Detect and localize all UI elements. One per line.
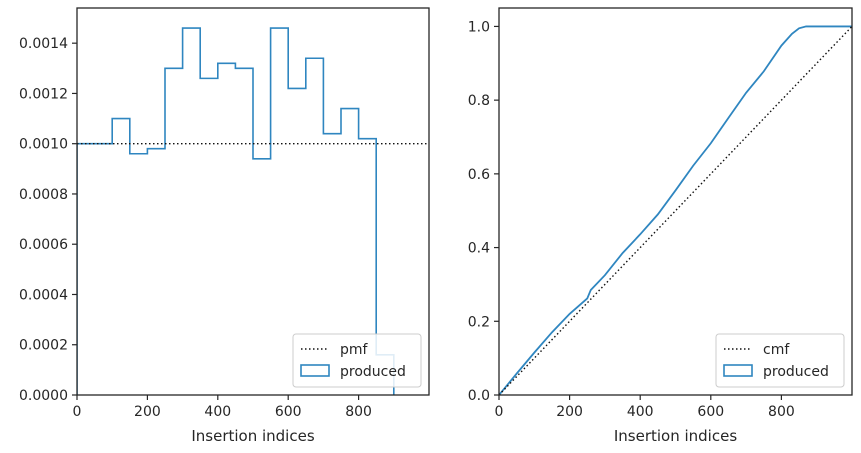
legend: pmf produced <box>292 333 422 388</box>
x-tick-label: 800 <box>345 404 372 420</box>
y-tick-label: 0.0012 <box>19 86 68 102</box>
cmf-line <box>499 25 852 395</box>
y-tick-label: 0.2 <box>468 314 490 330</box>
legend-box <box>292 333 422 388</box>
x-axis-label: Insertion indices <box>191 427 314 445</box>
y-tick-label: 0.0 <box>468 388 490 404</box>
legend-label-reference: pmf <box>340 342 369 358</box>
plot-area <box>499 25 852 395</box>
y-tick-label: 0.0014 <box>19 36 68 52</box>
chart-panel-2: 0 200 400 600 800 0.0 0.2 0.4 0.6 0.8 1.0 Insertion… <box>468 7 853 445</box>
y-tick-label: 0.0002 <box>19 338 68 354</box>
plot-area <box>77 27 429 395</box>
cumulative-line-produced <box>499 25 852 395</box>
y-tick-label: 0.0006 <box>19 237 68 253</box>
legend-swatch-produced <box>723 364 753 377</box>
axes-frame <box>498 7 853 396</box>
y-tick-label: 0.6 <box>468 167 490 183</box>
y-tick-label: 0.0010 <box>19 137 68 153</box>
y-tick-label: 0.0004 <box>19 287 68 303</box>
x-tick-label: 800 <box>768 404 795 420</box>
legend-label-produced: produced <box>763 364 829 380</box>
legend-swatch-produced <box>300 364 330 377</box>
x-tick-label: 200 <box>556 404 583 420</box>
x-tick-label: 400 <box>627 404 654 420</box>
x-tick-label: 600 <box>275 404 302 420</box>
y-tick-label: 0.4 <box>468 241 490 257</box>
chart-panel-1: 0 200 400 600 800 0.0000 0.0002 0.0004 0.0006 0.0… <box>19 7 430 445</box>
legend-label-reference: cmf <box>763 342 790 358</box>
axes-frame <box>76 7 430 396</box>
x-axis-label: Insertion indices <box>614 427 737 445</box>
histogram-step-produced <box>77 27 395 395</box>
x-tick-label: 0 <box>495 404 504 420</box>
y-tick-label: 0.0008 <box>19 187 68 203</box>
x-tick-label: 400 <box>204 404 231 420</box>
y-tick-label: 1.0 <box>468 19 490 35</box>
x-tick-label: 600 <box>697 404 724 420</box>
legend: cmf produced <box>715 333 845 388</box>
x-tick-label: 200 <box>134 404 161 420</box>
legend-box <box>715 333 845 388</box>
y-tick-label: 0.0000 <box>19 388 68 404</box>
legend-label-produced: produced <box>340 364 406 380</box>
y-tick-label: 0.8 <box>468 93 490 109</box>
x-tick-label: 0 <box>73 404 82 420</box>
